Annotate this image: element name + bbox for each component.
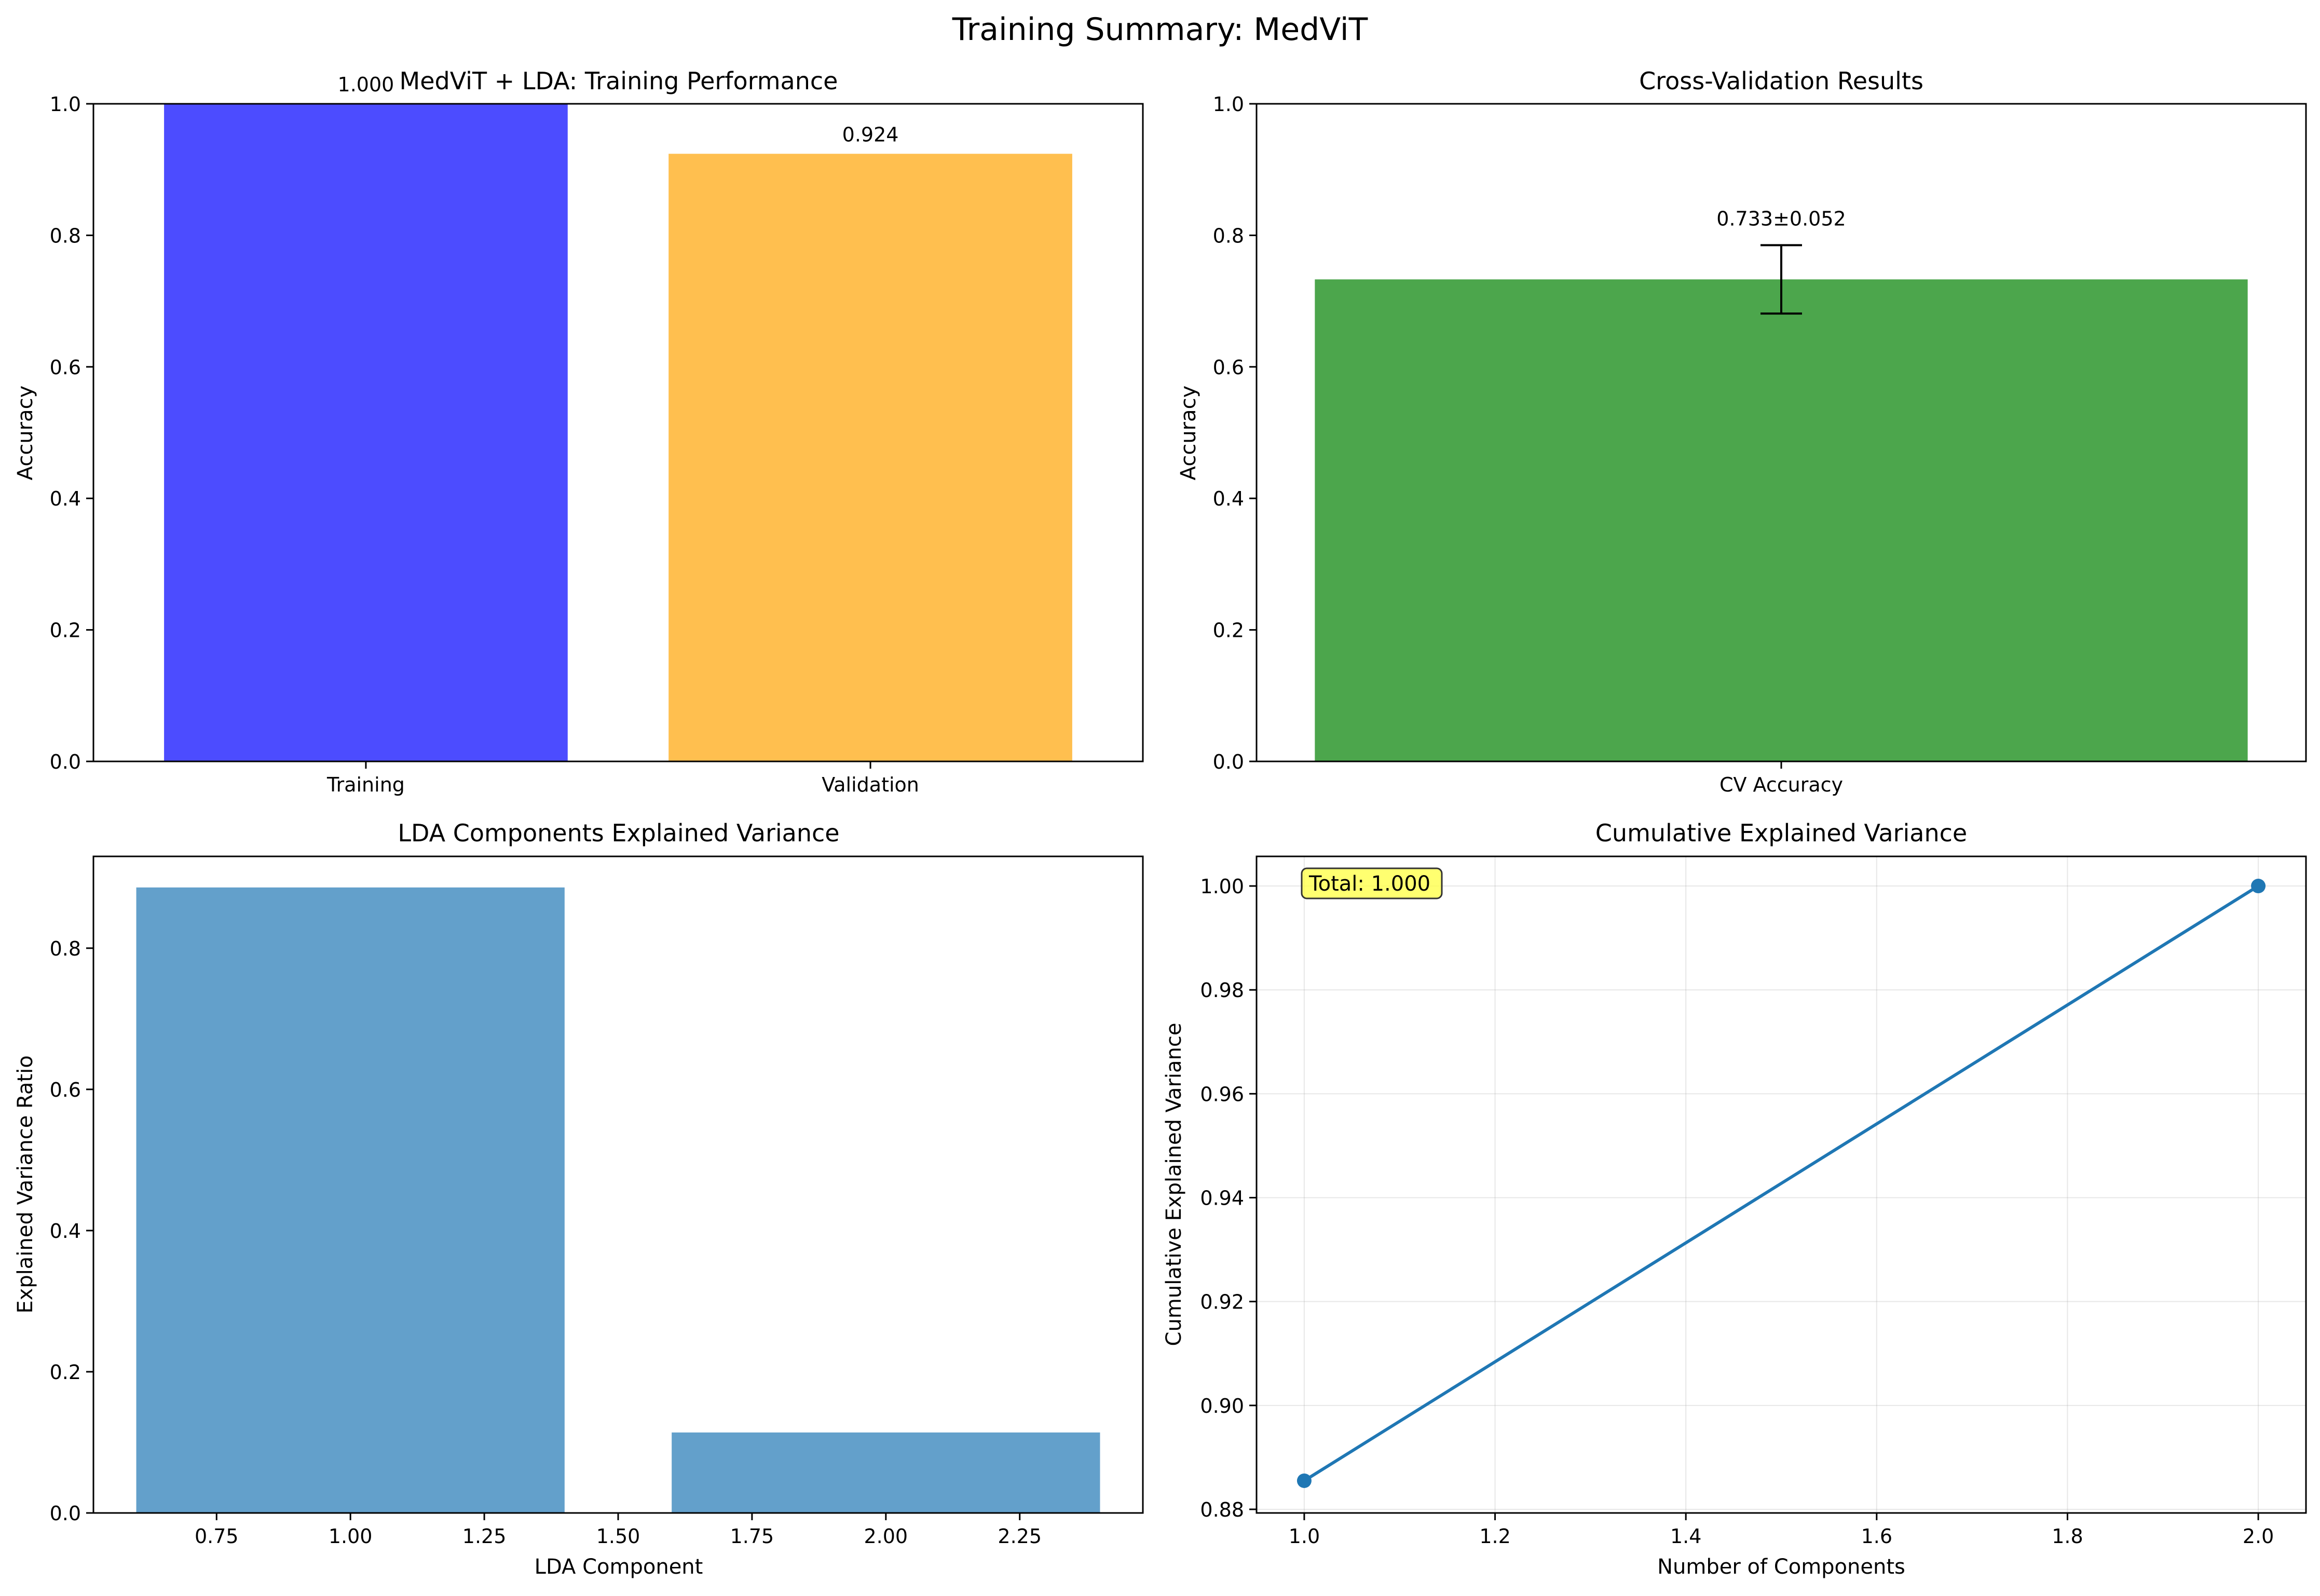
y-tick-label: 0.0 — [50, 751, 81, 773]
x-tick-label: CV Accuracy — [1719, 773, 1843, 796]
total-annotation-box — [1301, 867, 1443, 899]
axes-frame — [92, 103, 1144, 762]
x-axis-label: LDA Component — [535, 1555, 703, 1579]
x-tick-label: 2.25 — [998, 1525, 1042, 1548]
x-tick-label: Validation — [822, 773, 919, 796]
panel-title: LDA Components Explained Variance — [398, 819, 839, 847]
x-tick-label: Training — [326, 773, 405, 796]
y-tick-label: 0.94 — [1200, 1187, 1244, 1210]
panel-title: Cross-Validation Results — [1639, 67, 1923, 95]
total-annotation-text: Total: 1.000 — [1308, 872, 1430, 896]
x-tick-label: 2.00 — [864, 1525, 908, 1548]
y-tick-label: 0.0 — [1213, 751, 1244, 773]
y-axis-label: Cumulative Explained Variance — [1162, 1023, 1186, 1346]
x-tick-label: 1.25 — [462, 1525, 507, 1548]
x-tick-label: 1.2 — [1479, 1525, 1510, 1548]
bar-validation — [668, 154, 1072, 761]
y-tick-label: 0.6 — [50, 356, 81, 379]
total-annotation: Total: 1.000 — [1301, 867, 1443, 899]
suptitle: Training Summary: MedViT — [952, 11, 1368, 48]
y-tick-label: 0.92 — [1200, 1291, 1244, 1314]
panel-title: MedViT + LDA: Training Performance — [400, 67, 838, 95]
y-tick-label: 0.90 — [1200, 1395, 1244, 1417]
y-tick-label: 0.88 — [1200, 1498, 1244, 1521]
y-tick-label: 0.4 — [50, 487, 81, 510]
y-axis-label: Accuracy — [1177, 386, 1200, 481]
y-tick-label: 1.00 — [1200, 875, 1244, 898]
bar-cv-accuracy — [1315, 279, 2248, 761]
y-tick-label: 0.4 — [1213, 487, 1244, 510]
data-point — [1297, 1473, 1312, 1488]
x-tick-label: 1.50 — [596, 1525, 640, 1548]
bar-training — [164, 104, 568, 761]
y-tick-label: 0.4 — [50, 1220, 81, 1243]
plot-marks: 0.0 0.2 0.4 0.6 0.8 1.0 0.733±0.052 CV Accuracy — [1213, 93, 2248, 796]
y-tick-label: 0.2 — [50, 619, 81, 642]
y-tick-label: 0.96 — [1200, 1083, 1244, 1106]
plot-marks: 0.88 0.90 0.92 0.94 0.96 0.98 1.00 1.0 1.2 1.4 1.6… — [1200, 856, 2306, 1548]
y-tick-label: 0.8 — [1213, 224, 1244, 247]
x-tick-label: 1.4 — [1670, 1525, 1701, 1548]
panel-cumulative-variance: Cumulative Explained Variance Cumulative… — [1162, 819, 2307, 1579]
x-tick-label: 0.75 — [195, 1525, 239, 1548]
cumulative-variance-line — [1303, 884, 2259, 1482]
x-tick-label: 1.6 — [1861, 1525, 1892, 1548]
axes-frame — [1255, 855, 2307, 1514]
panel-title: Cumulative Explained Variance — [1595, 819, 1967, 847]
bar-value-label: 0.733±0.052 — [1716, 207, 1846, 230]
bar-value-label: 0.924 — [842, 123, 899, 146]
y-axis-label: Accuracy — [13, 386, 37, 481]
y-tick-label: 0.2 — [50, 1361, 81, 1384]
x-tick-label: 1.8 — [2052, 1525, 2083, 1548]
bar-value-label: 1.000 — [338, 73, 394, 96]
bar-component-1 — [136, 887, 565, 1513]
panel-training-performance: MedViT + LDA: Training Performance Accur… — [13, 67, 1144, 796]
axes-frame — [1255, 103, 2307, 762]
y-tick-label: 0.6 — [1213, 356, 1244, 379]
panel-lda-variance: LDA Components Explained Variance Explai… — [13, 819, 1144, 1579]
y-tick-label: 1.0 — [50, 93, 81, 116]
plot-marks: 0.0 0.2 0.4 0.6 0.8 0.75 1.00 1.25 1.50 1.75 2.00 2… — [50, 887, 1100, 1548]
y-tick-label: 0.8 — [50, 224, 81, 247]
axes-frame — [92, 855, 1144, 1514]
y-tick-label: 0.8 — [50, 937, 81, 960]
y-axis-label: Explained Variance Ratio — [13, 1055, 37, 1313]
y-tick-label: 0.2 — [1213, 619, 1244, 642]
y-tick-label: 0.98 — [1200, 979, 1244, 1002]
bar-component-2 — [672, 1432, 1100, 1513]
x-tick-label: 1.75 — [730, 1525, 774, 1548]
x-tick-label: 1.00 — [329, 1525, 373, 1548]
x-axis-label: Number of Components — [1657, 1555, 1905, 1579]
y-tick-label: 0.6 — [50, 1079, 81, 1101]
y-tick-label: 0.0 — [50, 1502, 81, 1525]
data-point — [2251, 879, 2266, 894]
panel-cross-validation: Cross-Validation Results Accuracy 0.0 0.2… — [1177, 67, 2307, 796]
x-tick-label: 2.0 — [2243, 1525, 2274, 1548]
x-tick-label: 1.0 — [1289, 1525, 1320, 1548]
plot-marks: 0.0 0.2 0.4 0.6 0.8 1.0 1.000 Training 0.924 Vali… — [50, 73, 1072, 796]
y-tick-label: 1.0 — [1213, 93, 1244, 116]
